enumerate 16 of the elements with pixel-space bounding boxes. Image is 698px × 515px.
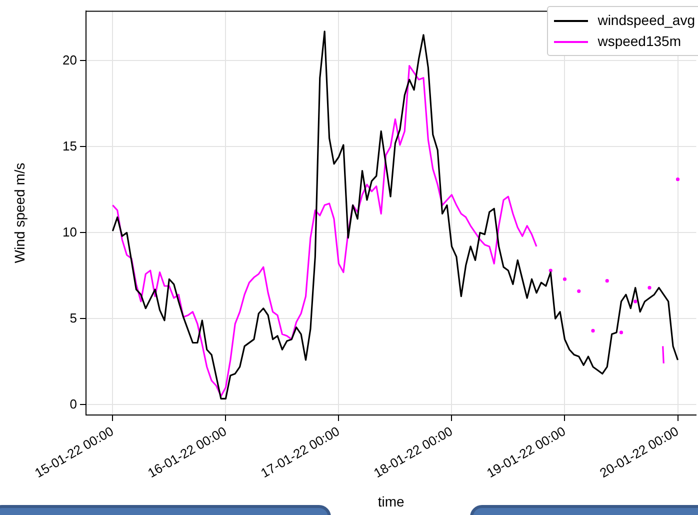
y-axis-title: Wind speed m/s (11, 162, 28, 264)
point (634, 300, 638, 304)
y-tick-label: 20 (62, 52, 77, 68)
point (577, 289, 581, 293)
y-tick-label: 15 (62, 138, 77, 154)
legend-label: windspeed_avg (598, 11, 695, 30)
point (605, 279, 609, 283)
legend-label: wspeed135m (598, 32, 681, 51)
y-tick-label: 5 (70, 310, 77, 326)
point (591, 328, 595, 333)
y-tick-label: 0 (70, 396, 77, 412)
point (562, 277, 567, 281)
y-tick-label: 10 (62, 224, 77, 240)
x-axis-title: time (378, 493, 405, 510)
point (648, 286, 652, 290)
point (619, 330, 624, 334)
